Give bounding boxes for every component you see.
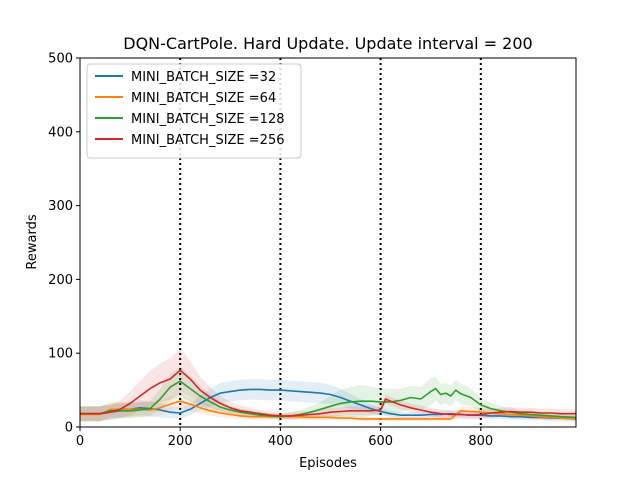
series-line-3 bbox=[80, 369, 576, 417]
y-tick-label: 300 bbox=[48, 199, 73, 214]
x-axis-ticks: 0 200 400 600 800 bbox=[76, 427, 493, 449]
x-tick-label: 200 bbox=[168, 434, 193, 449]
legend-entry-2: MINI_BATCH_SIZE =128 bbox=[131, 112, 285, 127]
x-tick-label: 600 bbox=[368, 434, 393, 449]
series-band-1 bbox=[80, 393, 576, 422]
plot-area-frame bbox=[79, 57, 577, 428]
legend-entry-0: MINI_BATCH_SIZE =32 bbox=[131, 70, 276, 85]
x-axis-label: Episodes bbox=[299, 456, 357, 471]
series-band-3 bbox=[80, 348, 576, 422]
x-tick-label: 0 bbox=[76, 434, 84, 449]
y-tick-label: 400 bbox=[48, 125, 73, 140]
y-tick-label: 100 bbox=[48, 347, 73, 362]
series-lines bbox=[80, 369, 577, 420]
series-line-0 bbox=[80, 388, 577, 420]
series-band-0 bbox=[80, 379, 576, 422]
y-axis-label: Rewards bbox=[25, 214, 40, 269]
legend-box bbox=[86, 63, 302, 159]
y-axis-ticks: 0 100 200 300 400 500 bbox=[48, 52, 80, 436]
y-tick-label: 500 bbox=[48, 52, 73, 67]
x-tick-label: 400 bbox=[268, 434, 293, 449]
legend-entry-3: MINI_BATCH_SIZE =256 bbox=[131, 133, 285, 148]
chart-title: DQN-CartPole. Hard Update. Update interv… bbox=[123, 34, 532, 53]
x-tick-label: 800 bbox=[468, 434, 493, 449]
legend-entry-1: MINI_BATCH_SIZE =64 bbox=[131, 91, 276, 106]
legend: MINI_BATCH_SIZE =32 MINI_BATCH_SIZE =64 MI… bbox=[86, 63, 302, 159]
series-line-2 bbox=[80, 380, 577, 419]
y-tick-label: 200 bbox=[48, 273, 73, 288]
y-tick-label: 0 bbox=[65, 421, 73, 436]
